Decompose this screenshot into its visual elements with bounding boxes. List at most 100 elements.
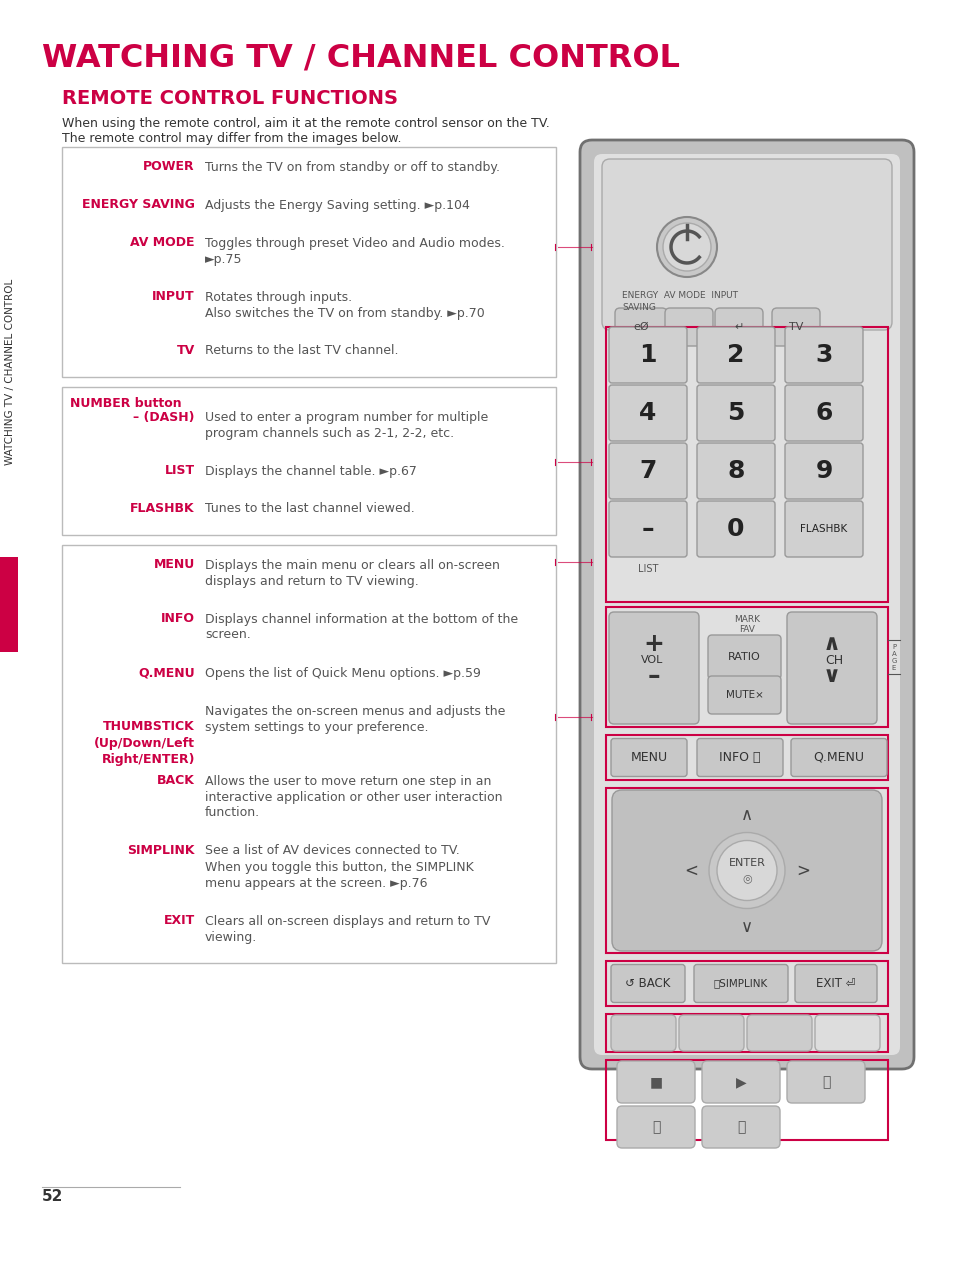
Text: MARK: MARK bbox=[733, 614, 760, 623]
Text: 52: 52 bbox=[42, 1189, 63, 1205]
FancyBboxPatch shape bbox=[701, 1105, 780, 1149]
Text: INPUT: INPUT bbox=[152, 290, 194, 304]
Text: 4: 4 bbox=[639, 401, 656, 425]
Text: SAVING: SAVING bbox=[621, 303, 655, 312]
FancyBboxPatch shape bbox=[610, 964, 684, 1002]
Text: function.: function. bbox=[205, 806, 260, 819]
FancyBboxPatch shape bbox=[62, 387, 556, 536]
Text: ■: ■ bbox=[649, 1075, 662, 1089]
Text: The remote control may differ from the images below.: The remote control may differ from the i… bbox=[62, 132, 401, 145]
Text: Navigates the on-screen menus and adjusts the: Navigates the on-screen menus and adjust… bbox=[205, 705, 505, 717]
Text: ↵: ↵ bbox=[734, 322, 743, 332]
Text: <: < bbox=[683, 861, 698, 879]
FancyBboxPatch shape bbox=[594, 154, 899, 1054]
Text: Adjusts the Energy Saving setting. ►p.104: Adjusts the Energy Saving setting. ►p.10… bbox=[205, 198, 470, 211]
Circle shape bbox=[708, 832, 784, 908]
Text: Tunes to the last channel viewed.: Tunes to the last channel viewed. bbox=[205, 502, 415, 515]
Text: ►p.75: ►p.75 bbox=[205, 253, 242, 266]
FancyBboxPatch shape bbox=[771, 308, 820, 346]
Text: Also switches the TV on from standby. ►p.70: Also switches the TV on from standby. ►p… bbox=[205, 307, 484, 319]
Text: 5: 5 bbox=[726, 401, 744, 425]
FancyBboxPatch shape bbox=[608, 385, 686, 441]
FancyBboxPatch shape bbox=[714, 308, 762, 346]
FancyBboxPatch shape bbox=[612, 790, 882, 951]
Text: REMOTE CONTROL FUNCTIONS: REMOTE CONTROL FUNCTIONS bbox=[62, 89, 397, 108]
Text: 9: 9 bbox=[815, 459, 832, 483]
FancyBboxPatch shape bbox=[62, 544, 556, 963]
Text: CH: CH bbox=[824, 654, 842, 667]
Text: ENERGY SAVING: ENERGY SAVING bbox=[82, 198, 194, 211]
FancyBboxPatch shape bbox=[786, 612, 876, 724]
Text: NUMBER button: NUMBER button bbox=[70, 397, 181, 410]
FancyBboxPatch shape bbox=[707, 635, 781, 679]
Text: Opens the list of Quick Menu options. ►p.59: Opens the list of Quick Menu options. ►p… bbox=[205, 667, 480, 679]
Text: INFO: INFO bbox=[161, 613, 194, 626]
FancyBboxPatch shape bbox=[610, 1015, 676, 1051]
Text: ⏸: ⏸ bbox=[821, 1075, 829, 1089]
Text: EXIT ⏎: EXIT ⏎ bbox=[816, 977, 855, 990]
Text: ∧: ∧ bbox=[822, 633, 841, 654]
Text: 8: 8 bbox=[726, 459, 744, 483]
Text: ⏩: ⏩ bbox=[736, 1121, 744, 1135]
FancyBboxPatch shape bbox=[608, 501, 686, 557]
Text: FLASHBK: FLASHBK bbox=[800, 524, 846, 534]
Text: When using the remote control, aim it at the remote control sensor on the TV.: When using the remote control, aim it at… bbox=[62, 117, 549, 130]
Text: POWER: POWER bbox=[143, 160, 194, 173]
Text: LIST: LIST bbox=[638, 563, 658, 574]
FancyBboxPatch shape bbox=[664, 308, 712, 346]
FancyBboxPatch shape bbox=[697, 327, 774, 383]
Text: When you toggle this button, the SIMPLINK: When you toggle this button, the SIMPLIN… bbox=[205, 860, 474, 874]
Text: ⓈSIMPLINK: ⓈSIMPLINK bbox=[713, 978, 767, 988]
Text: FLASHBK: FLASHBK bbox=[131, 502, 194, 515]
Text: – (DASH): – (DASH) bbox=[133, 411, 194, 424]
FancyBboxPatch shape bbox=[579, 140, 913, 1068]
FancyBboxPatch shape bbox=[601, 159, 891, 329]
Text: Q.MENU: Q.MENU bbox=[813, 750, 863, 764]
FancyBboxPatch shape bbox=[679, 1015, 743, 1051]
Text: THUMBSTICK: THUMBSTICK bbox=[103, 720, 194, 734]
Text: MENU: MENU bbox=[153, 558, 194, 571]
Text: Returns to the last TV channel.: Returns to the last TV channel. bbox=[205, 345, 398, 357]
Text: See a list of AV devices connected to TV.: See a list of AV devices connected to TV… bbox=[205, 845, 459, 857]
FancyBboxPatch shape bbox=[701, 1061, 780, 1103]
FancyBboxPatch shape bbox=[608, 443, 686, 499]
Text: interactive application or other user interaction: interactive application or other user in… bbox=[205, 790, 502, 804]
Text: E: E bbox=[891, 665, 895, 672]
Text: P: P bbox=[891, 644, 895, 650]
FancyBboxPatch shape bbox=[697, 501, 774, 557]
Text: system settings to your preference.: system settings to your preference. bbox=[205, 720, 428, 734]
Text: MENU: MENU bbox=[630, 750, 667, 764]
Text: Toggles through preset Video and Audio modes.: Toggles through preset Video and Audio m… bbox=[205, 237, 504, 249]
Text: menu appears at the screen. ►p.76: menu appears at the screen. ►p.76 bbox=[205, 876, 427, 889]
FancyBboxPatch shape bbox=[608, 327, 686, 383]
Bar bbox=[0, 557, 18, 653]
FancyBboxPatch shape bbox=[707, 675, 781, 714]
Text: A: A bbox=[891, 651, 896, 658]
Text: TV: TV bbox=[788, 322, 802, 332]
Text: Displays the main menu or clears all on-screen: Displays the main menu or clears all on-… bbox=[205, 558, 499, 571]
Text: LIST: LIST bbox=[165, 464, 194, 477]
Text: –: – bbox=[647, 664, 659, 688]
Text: 7: 7 bbox=[639, 459, 656, 483]
Text: ↺ BACK: ↺ BACK bbox=[624, 977, 670, 990]
Text: TV: TV bbox=[176, 345, 194, 357]
FancyBboxPatch shape bbox=[697, 443, 774, 499]
FancyBboxPatch shape bbox=[693, 964, 787, 1002]
Text: –: – bbox=[641, 516, 654, 541]
FancyBboxPatch shape bbox=[786, 1061, 864, 1103]
Text: screen.: screen. bbox=[205, 628, 251, 641]
Text: Displays channel information at the bottom of the: Displays channel information at the bott… bbox=[205, 613, 517, 626]
Circle shape bbox=[657, 218, 717, 277]
Text: >: > bbox=[795, 861, 809, 879]
FancyBboxPatch shape bbox=[784, 501, 862, 557]
Text: 6: 6 bbox=[815, 401, 832, 425]
Text: G: G bbox=[890, 658, 896, 664]
Text: ENTER: ENTER bbox=[728, 857, 764, 868]
Text: eØ: eØ bbox=[633, 322, 648, 332]
Text: WATCHING TV / CHANNEL CONTROL: WATCHING TV / CHANNEL CONTROL bbox=[5, 279, 15, 466]
Text: Allows the user to move return one step in an: Allows the user to move return one step … bbox=[205, 775, 491, 787]
FancyBboxPatch shape bbox=[615, 308, 666, 346]
FancyBboxPatch shape bbox=[784, 385, 862, 441]
Text: Clears all on-screen displays and return to TV: Clears all on-screen displays and return… bbox=[205, 915, 490, 927]
FancyBboxPatch shape bbox=[814, 1015, 879, 1051]
